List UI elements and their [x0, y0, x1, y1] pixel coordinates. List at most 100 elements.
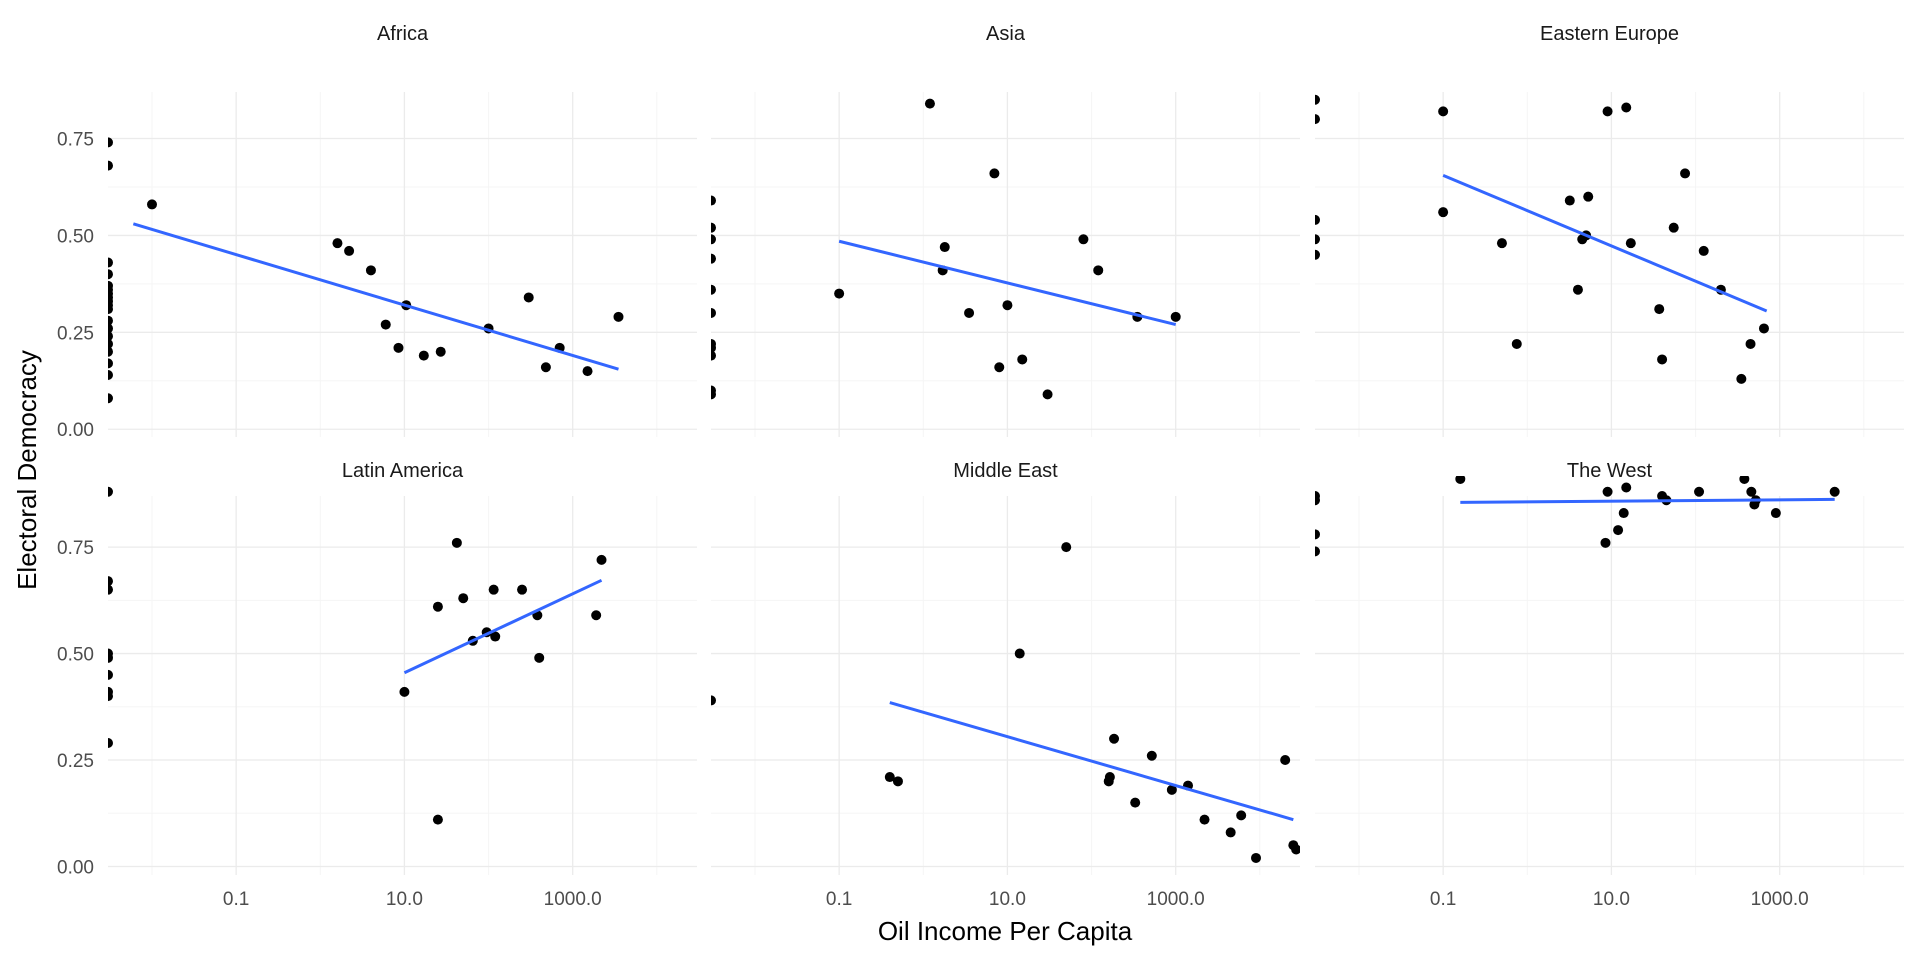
facet-panel: Latin America 0.00 0.25 0.50 0.75 0.1 10.0 1000…	[57, 460, 697, 910]
data-point	[1511, 338, 1522, 349]
x-tick-label: 0.1	[1430, 889, 1456, 910]
data-point	[1621, 482, 1632, 493]
points-group	[711, 98, 1181, 400]
facet-panel: The West 0.1 10.0 1000.0	[1315, 460, 1904, 910]
data-point-zero	[711, 253, 716, 264]
data-point	[432, 601, 443, 612]
data-point	[1564, 195, 1575, 206]
facet-panel: Asia	[711, 23, 1300, 437]
data-point	[488, 584, 499, 595]
data-point	[490, 631, 501, 642]
data-point-zero	[108, 691, 113, 702]
data-point	[1496, 238, 1507, 249]
y-tick-label: 0.25	[57, 751, 94, 772]
data-point-zero	[108, 584, 113, 595]
data-point	[964, 307, 975, 318]
data-point-zero	[1315, 529, 1320, 540]
data-point-zero	[108, 137, 113, 148]
facet-panel: Middle East 0.1 10.0 1000.0	[711, 460, 1300, 910]
data-point	[451, 537, 462, 548]
data-point-zero	[108, 346, 113, 357]
y-tick-label: 0.00	[57, 857, 94, 878]
data-point	[1829, 486, 1840, 497]
data-point-zero	[1315, 234, 1320, 245]
data-point-zero	[711, 195, 716, 206]
points-group	[108, 137, 624, 404]
data-point	[146, 199, 157, 210]
data-point	[1042, 389, 1053, 400]
data-point-zero	[711, 350, 716, 361]
data-point	[1602, 106, 1613, 117]
data-point	[1572, 284, 1583, 295]
data-point	[523, 292, 534, 303]
fit-line	[1442, 173, 1768, 313]
facet-title: Middle East	[953, 460, 1058, 482]
data-point	[435, 346, 446, 357]
data-point	[534, 652, 545, 663]
data-point	[399, 686, 410, 697]
data-point-zero	[108, 486, 113, 497]
data-point	[1618, 508, 1629, 519]
data-point-zero	[108, 315, 113, 326]
data-point-zero	[1315, 495, 1320, 506]
data-point	[1078, 234, 1089, 245]
points-group	[711, 542, 1300, 863]
data-point	[1236, 810, 1247, 821]
data-point-zero	[108, 338, 113, 349]
data-point	[1280, 755, 1291, 766]
data-point	[582, 366, 593, 377]
data-point-zero	[108, 304, 113, 315]
x-tick-label: 10.0	[989, 889, 1026, 910]
data-point	[1061, 542, 1072, 553]
facet-panel: Eastern Europe	[1315, 23, 1904, 437]
data-point-zero	[108, 576, 113, 587]
data-point	[1438, 207, 1449, 218]
data-point	[1654, 304, 1665, 315]
fit-line	[403, 578, 603, 675]
data-point-zero	[1315, 214, 1320, 225]
data-point-zero	[711, 284, 716, 295]
facet-title: Asia	[986, 23, 1026, 45]
data-point	[1694, 486, 1705, 497]
data-point	[393, 342, 404, 353]
data-point	[344, 245, 355, 256]
data-point	[432, 814, 443, 825]
data-point	[591, 610, 602, 621]
data-point	[365, 265, 376, 276]
data-point-zero	[108, 160, 113, 171]
data-point-zero	[1315, 546, 1320, 557]
data-point	[613, 311, 624, 322]
y-axis-title: Electoral Democracy	[12, 350, 42, 590]
data-point	[1109, 733, 1120, 744]
data-point-zero	[1315, 94, 1320, 105]
data-point	[418, 350, 429, 361]
y-tick-label: 0.50	[57, 645, 94, 666]
data-point	[884, 772, 895, 783]
x-tick-label: 10.0	[1593, 889, 1630, 910]
data-point	[1146, 750, 1157, 761]
facet-title: The West	[1567, 460, 1653, 482]
data-point	[989, 168, 1000, 179]
data-point	[892, 776, 903, 787]
x-tick-label: 0.1	[223, 889, 249, 910]
y-tick-label: 0.75	[57, 130, 94, 151]
data-point-zero	[1315, 114, 1320, 125]
data-point	[332, 238, 343, 249]
data-point	[596, 554, 607, 565]
data-point-zero	[711, 389, 716, 400]
data-point	[924, 98, 935, 109]
data-point	[1438, 106, 1449, 117]
facet-panels: Africa 0.00 0.25 0.50 0.75 Asia Eastern Europe…	[57, 23, 1904, 910]
data-point	[1621, 102, 1632, 113]
y-tick-label: 0.00	[57, 420, 94, 441]
data-point	[1291, 844, 1300, 855]
data-point	[540, 362, 551, 373]
facet-panel: Africa 0.00 0.25 0.50 0.75	[57, 23, 697, 441]
data-point	[1199, 814, 1210, 825]
data-point	[1014, 648, 1025, 659]
data-point	[1602, 486, 1613, 497]
points-group	[1315, 94, 1769, 384]
data-point-zero	[711, 307, 716, 318]
data-point	[1225, 827, 1236, 838]
